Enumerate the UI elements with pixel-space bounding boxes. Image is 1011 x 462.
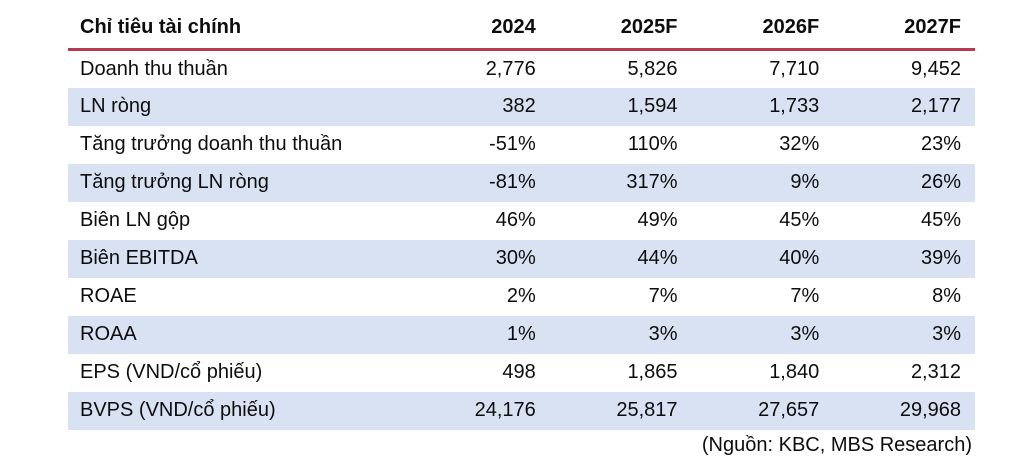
metric-value: 1,840 bbox=[769, 361, 820, 383]
table-header-row: Chỉ tiêu tài chính 2024 2025F 2026F 2027… bbox=[68, 12, 975, 51]
metric-label: LN ròng bbox=[80, 95, 152, 117]
metric-value: 3% bbox=[790, 323, 820, 345]
financial-metrics-table: Chỉ tiêu tài chính 2024 2025F 2026F 2027… bbox=[68, 12, 975, 430]
metric-value: 2,312 bbox=[910, 361, 961, 383]
metric-value: 2,177 bbox=[910, 95, 961, 117]
metric-value: 39% bbox=[920, 247, 961, 269]
metric-label: EPS (VND/cổ phiếu) bbox=[80, 361, 263, 383]
metric-value: 30% bbox=[495, 247, 536, 269]
metric-value: 9% bbox=[790, 171, 820, 193]
metric-value: 1,733 bbox=[769, 95, 820, 117]
metric-label: ROAA bbox=[80, 323, 137, 345]
table-row: Doanh thu thuần 2,776 5,826 7,710 9,452 bbox=[68, 49, 975, 88]
metric-label: Biên LN gộp bbox=[80, 209, 191, 231]
table-row: ROAE 2% 7% 7% 8% bbox=[68, 277, 975, 316]
metric-value: 3% bbox=[648, 323, 678, 345]
table-row: BVPS (VND/cổ phiếu) 24,176 25,817 27,657 29,… bbox=[68, 391, 975, 430]
metric-value: 8% bbox=[932, 285, 961, 307]
metric-value: 317% bbox=[626, 171, 678, 193]
column-header-2025f: 2025F bbox=[549, 12, 692, 51]
metric-value: 9,452 bbox=[910, 57, 961, 80]
metric-value: 45% bbox=[920, 209, 961, 231]
metric-label: Biên EBITDA bbox=[80, 247, 198, 269]
metric-label: Tăng trưởng doanh thu thuần bbox=[80, 133, 343, 155]
table-row: Biên EBITDA 30% 44% 40% 39% bbox=[68, 239, 975, 278]
metric-value: 45% bbox=[779, 209, 820, 231]
table-row: Tăng trưởng doanh thu thuần -51% 110% 32% 23… bbox=[68, 125, 975, 164]
metric-value: 46% bbox=[495, 209, 536, 231]
metric-value: 49% bbox=[637, 209, 678, 231]
metric-label: ROAE bbox=[80, 285, 137, 307]
metric-value: 27,657 bbox=[758, 399, 820, 421]
column-header-2024: 2024 bbox=[408, 12, 550, 51]
financial-table-wrap: Chỉ tiêu tài chính 2024 2025F 2026F 2027… bbox=[68, 12, 975, 457]
table-row: Tăng trưởng LN ròng -81% 317% 9% 26% bbox=[68, 163, 975, 202]
metric-value: 7% bbox=[648, 285, 678, 307]
metric-label: Doanh thu thuần bbox=[80, 57, 228, 80]
column-header-2027f: 2027F bbox=[833, 12, 975, 51]
table-row: LN ròng 382 1,594 1,733 2,177 bbox=[68, 87, 975, 126]
source-note: (Nguồn: KBC, MBS Research) bbox=[701, 433, 972, 456]
metric-value: 44% bbox=[637, 247, 678, 269]
metric-value: 24,176 bbox=[474, 399, 536, 421]
metric-value: -51% bbox=[489, 133, 536, 155]
metric-label: Tăng trưởng LN ròng bbox=[80, 171, 269, 193]
metric-value: 7,710 bbox=[769, 57, 820, 80]
metric-value: 498 bbox=[502, 361, 536, 383]
table-body: Doanh thu thuần 2,776 5,826 7,710 9,452 LN rò… bbox=[68, 49, 975, 430]
metric-value: 26% bbox=[920, 171, 961, 193]
table-row: EPS (VND/cổ phiếu) 498 1,865 1,840 2,312 bbox=[68, 353, 975, 392]
metric-value: 23% bbox=[920, 133, 961, 155]
metric-value: 110% bbox=[627, 133, 678, 155]
metric-value: 5,826 bbox=[627, 57, 678, 80]
metric-value: 2,776 bbox=[485, 57, 536, 80]
metric-value: 1% bbox=[506, 323, 536, 345]
metric-value: 2% bbox=[506, 285, 536, 307]
column-header-2026f: 2026F bbox=[691, 12, 834, 51]
table-row: Biên LN gộp 46% 49% 45% 45% bbox=[68, 201, 975, 240]
metric-value: 25,817 bbox=[616, 399, 678, 421]
metric-value: 40% bbox=[779, 247, 820, 269]
metric-value: 1,594 bbox=[627, 95, 678, 117]
metric-label: BVPS (VND/cổ phiếu) bbox=[80, 399, 276, 421]
column-header-metric: Chỉ tiêu tài chính bbox=[68, 12, 408, 51]
metric-value: 7% bbox=[790, 285, 820, 307]
metric-value: 3% bbox=[932, 323, 961, 345]
table-row: ROAA 1% 3% 3% 3% bbox=[68, 315, 975, 354]
metric-value: 1,865 bbox=[627, 361, 678, 383]
metric-value: 32% bbox=[779, 133, 820, 155]
metric-value: -81% bbox=[489, 171, 536, 193]
metric-value: 382 bbox=[502, 95, 536, 117]
metric-value: 29,968 bbox=[899, 399, 961, 421]
